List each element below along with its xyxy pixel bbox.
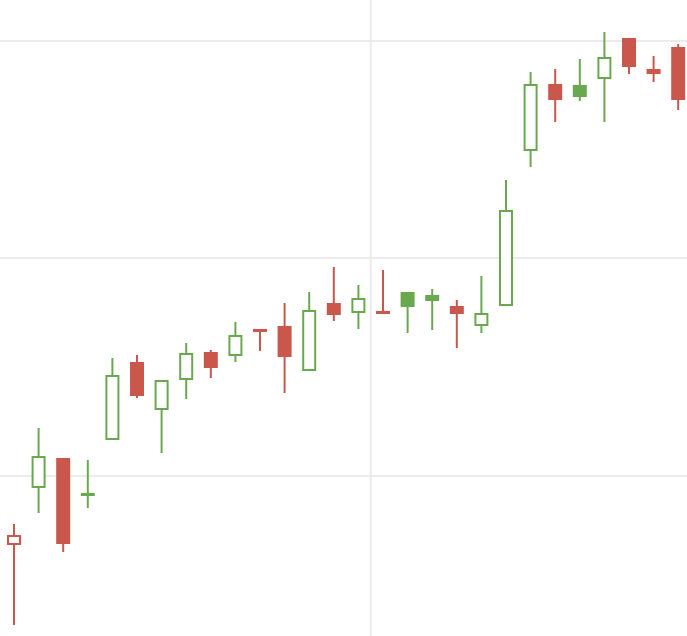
candle-9 <box>228 322 243 362</box>
candle-3 <box>80 460 95 508</box>
candle-24 <box>597 32 612 122</box>
candle-16 <box>400 292 415 333</box>
candle-21 <box>523 72 538 167</box>
candle-0 <box>7 524 21 625</box>
candle-12 <box>302 292 317 371</box>
candle-body <box>376 311 390 314</box>
candle-19 <box>474 276 489 333</box>
candle-15 <box>376 270 390 314</box>
candle-13 <box>326 267 341 321</box>
candle-25 <box>622 38 636 74</box>
candle-body <box>56 458 71 544</box>
candle-body <box>523 84 538 151</box>
candle-body <box>572 85 587 97</box>
candle-body <box>548 84 563 100</box>
candle-27 <box>671 44 686 110</box>
candle-5 <box>130 355 144 398</box>
candle-body <box>7 535 21 545</box>
candle-18 <box>449 300 464 348</box>
candle-body <box>154 380 169 410</box>
candle-26 <box>646 56 661 82</box>
candle-14 <box>351 285 366 329</box>
candle-23 <box>572 59 587 101</box>
candle-body <box>31 456 46 488</box>
candle-body <box>622 38 636 67</box>
candle-10 <box>253 329 267 351</box>
candle-body <box>597 57 612 79</box>
candle-body <box>474 313 489 326</box>
candle-8 <box>203 350 218 378</box>
candle-2 <box>56 458 71 552</box>
candle-body <box>105 375 120 440</box>
candle-body <box>449 306 464 314</box>
candle-7 <box>179 343 194 399</box>
candle-body <box>646 69 661 74</box>
candle-20 <box>499 180 513 306</box>
candle-22 <box>548 69 563 122</box>
candles <box>7 32 686 625</box>
candle-body <box>499 210 513 306</box>
candle-body <box>302 310 317 371</box>
candle-body <box>253 329 267 332</box>
candle-body <box>277 326 292 357</box>
candle-body <box>400 292 415 307</box>
candle-4 <box>105 358 120 440</box>
candle-body <box>671 47 686 100</box>
candle-1 <box>31 428 46 513</box>
candle-body <box>179 353 194 380</box>
candle-11 <box>277 303 292 393</box>
candle-6 <box>154 380 169 453</box>
candle-17 <box>425 289 440 330</box>
candle-body <box>351 298 366 313</box>
candle-body <box>130 362 144 396</box>
candle-body <box>80 493 95 496</box>
candle-body <box>425 295 440 301</box>
candle-body <box>326 303 341 315</box>
candle-body <box>228 335 243 356</box>
candle-body <box>203 352 218 368</box>
